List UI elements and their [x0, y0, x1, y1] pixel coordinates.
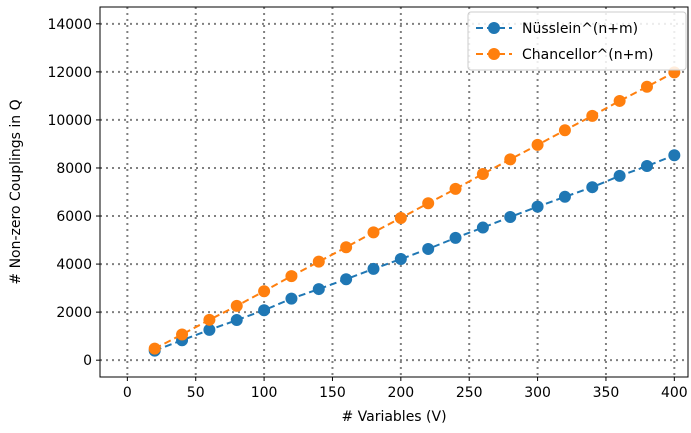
data-point [340, 241, 353, 254]
data-point [285, 270, 298, 283]
data-point [476, 167, 489, 180]
data-point [640, 160, 653, 173]
data-point [394, 253, 407, 266]
y-tick-label: 14000 [47, 17, 92, 33]
data-point [312, 255, 325, 268]
legend-marker [488, 48, 500, 60]
data-point [258, 304, 271, 317]
x-tick-label: 100 [251, 385, 278, 401]
series-layer [148, 66, 681, 357]
data-point [613, 94, 626, 107]
data-point [394, 211, 407, 224]
x-tick-label: 200 [387, 385, 414, 401]
x-tick-label: 50 [187, 385, 205, 401]
data-point [531, 200, 544, 213]
y-tick-label: 10000 [47, 113, 92, 129]
legend-marker [488, 22, 500, 34]
data-point [203, 313, 216, 326]
y-tick-label: 12000 [47, 65, 92, 81]
data-point [367, 226, 380, 239]
x-tick-label: 300 [524, 385, 551, 401]
legend-label: Chancellor^(n+m) [522, 47, 653, 63]
y-tick-label: 4000 [56, 257, 92, 273]
legend-item: Nüsslein^(n+m) [476, 21, 638, 37]
data-point [422, 197, 435, 210]
data-point [176, 328, 189, 341]
data-point [285, 292, 298, 305]
data-point [613, 169, 626, 182]
x-tick-label: 150 [319, 385, 346, 401]
data-point [558, 190, 571, 203]
data-point [504, 210, 517, 223]
data-point [367, 262, 380, 275]
data-point [531, 138, 544, 151]
data-point [586, 109, 599, 122]
data-point [504, 153, 517, 166]
x-axis-ticks: 0 50 100 150 200 250 300 350 400 [123, 377, 688, 401]
legend-box [467, 11, 687, 71]
y-axis-label: # Non-zero Couplings in Q [8, 99, 24, 284]
y-tick-label: 0 [83, 353, 92, 369]
data-point [586, 181, 599, 194]
data-point [476, 221, 489, 234]
data-point [449, 182, 462, 195]
y-tick-label: 2000 [56, 305, 92, 321]
data-point [258, 285, 271, 298]
data-point [422, 242, 435, 255]
x-tick-label: 0 [123, 385, 132, 401]
series-1 [148, 66, 681, 355]
data-point [668, 149, 681, 162]
x-tick-label: 350 [593, 385, 620, 401]
data-point [230, 314, 243, 327]
y-axis-ticks: 0 2000 4000 6000 8000 10000 12000 14000 [47, 17, 100, 369]
data-point [340, 273, 353, 286]
x-tick-label: 400 [661, 385, 688, 401]
data-point [449, 231, 462, 244]
data-point [230, 299, 243, 312]
legend: Nüsslein^(n+m) Chancellor^(n+m) [467, 11, 687, 71]
plot-frame [99, 6, 689, 378]
data-point [640, 80, 653, 93]
x-tick-label: 250 [456, 385, 483, 401]
data-point [148, 342, 161, 355]
series-0 [148, 149, 681, 357]
legend-label: Nüsslein^(n+m) [522, 21, 638, 37]
y-tick-label: 6000 [56, 209, 92, 225]
x-axis-label: # Variables (V) [341, 409, 446, 425]
data-point [558, 124, 571, 137]
data-point [203, 323, 216, 336]
legend-item: Chancellor^(n+m) [476, 47, 653, 63]
y-tick-label: 8000 [56, 161, 92, 177]
data-point [312, 283, 325, 296]
